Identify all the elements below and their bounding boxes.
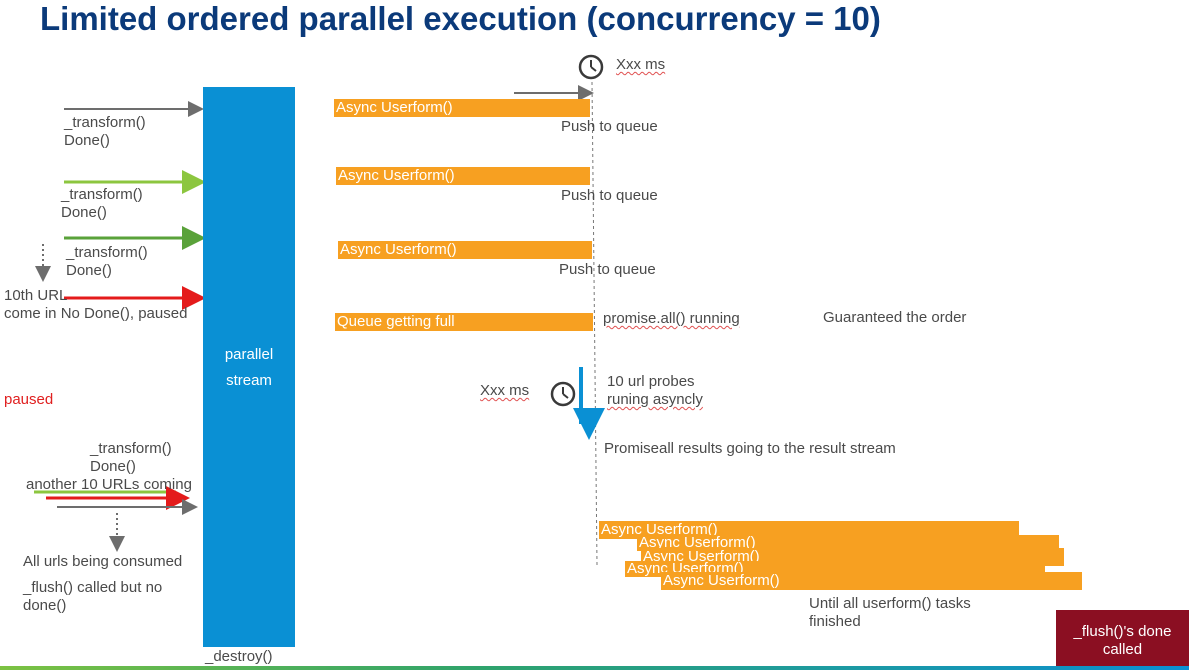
flush-done-line1: _flush()'s done (1073, 623, 1172, 640)
until-finished-label-2: finished (809, 613, 861, 630)
async-userform-bar-2: Async Userform() (336, 167, 590, 185)
done-label-2: Done() (61, 204, 107, 221)
guaranteed-order-label: Guaranteed the order (823, 309, 967, 326)
running-async-label: runing asyncly (607, 391, 703, 408)
queue-getting-full-bar: Queue getting full (335, 313, 593, 331)
flush-done-line2: called (1102, 641, 1143, 658)
destroy-label: _destroy() (205, 648, 273, 665)
timeline-dashed (591, 81, 598, 566)
page-title: Limited ordered parallel execution (conc… (40, 0, 881, 37)
url-probes-label: 10 url probes (607, 373, 695, 390)
tenth-url-label: 10th URL (4, 287, 68, 304)
paused-label: paused (4, 391, 54, 408)
consumed-label: All urls being consumed (23, 553, 183, 570)
async-userform-stack-1: Async Userform() (599, 521, 1019, 539)
async-userform-bar-1: Async Userform() (334, 99, 590, 117)
clock-icon (550, 381, 576, 407)
xxx-ms-middle: Xxx ms (480, 382, 530, 399)
transform-label-3: _transform() (66, 244, 148, 261)
flush-done-badge: _flush()'s done called (1056, 610, 1189, 670)
push-to-queue-3: Push to queue (559, 261, 656, 278)
transform-label-4: _transform() (90, 440, 172, 457)
async-userform-stack-5: Async Userform() (661, 572, 1082, 590)
async-userform-bar-3: Async Userform() (338, 241, 592, 259)
flush-called-label: _flush() called but no (23, 579, 163, 596)
done-label-3: Done() (66, 262, 112, 279)
clock-icon (578, 54, 604, 80)
another-urls-label: another 10 URLs coming (26, 476, 192, 493)
transform-label-1: _transform() (64, 114, 146, 131)
push-to-queue-2: Push to queue (561, 187, 658, 204)
flush-called-label-2: done() (23, 597, 67, 614)
promiseall-results-label: Promiseall results going to the result s… (604, 440, 896, 457)
transform-label-2: _transform() (61, 186, 143, 203)
xxx-ms-top: Xxx ms (616, 56, 666, 73)
done-label-1: Done() (64, 132, 110, 149)
footer-gradient-line (0, 666, 1189, 670)
tenth-url-note: come in No Done(), paused (4, 305, 188, 322)
stream-label-2: stream (226, 372, 272, 389)
parallel-stream-bar (203, 87, 295, 647)
promise-all-running-label: promise.all() running (603, 310, 740, 327)
push-to-queue-1: Push to queue (561, 118, 658, 135)
until-finished-label: Until all userform() tasks (809, 595, 971, 612)
done-label-4: Done() (90, 458, 136, 475)
async-userform-stack-2: Async Userform() (637, 535, 1059, 551)
stream-label-1: parallel (224, 346, 274, 363)
